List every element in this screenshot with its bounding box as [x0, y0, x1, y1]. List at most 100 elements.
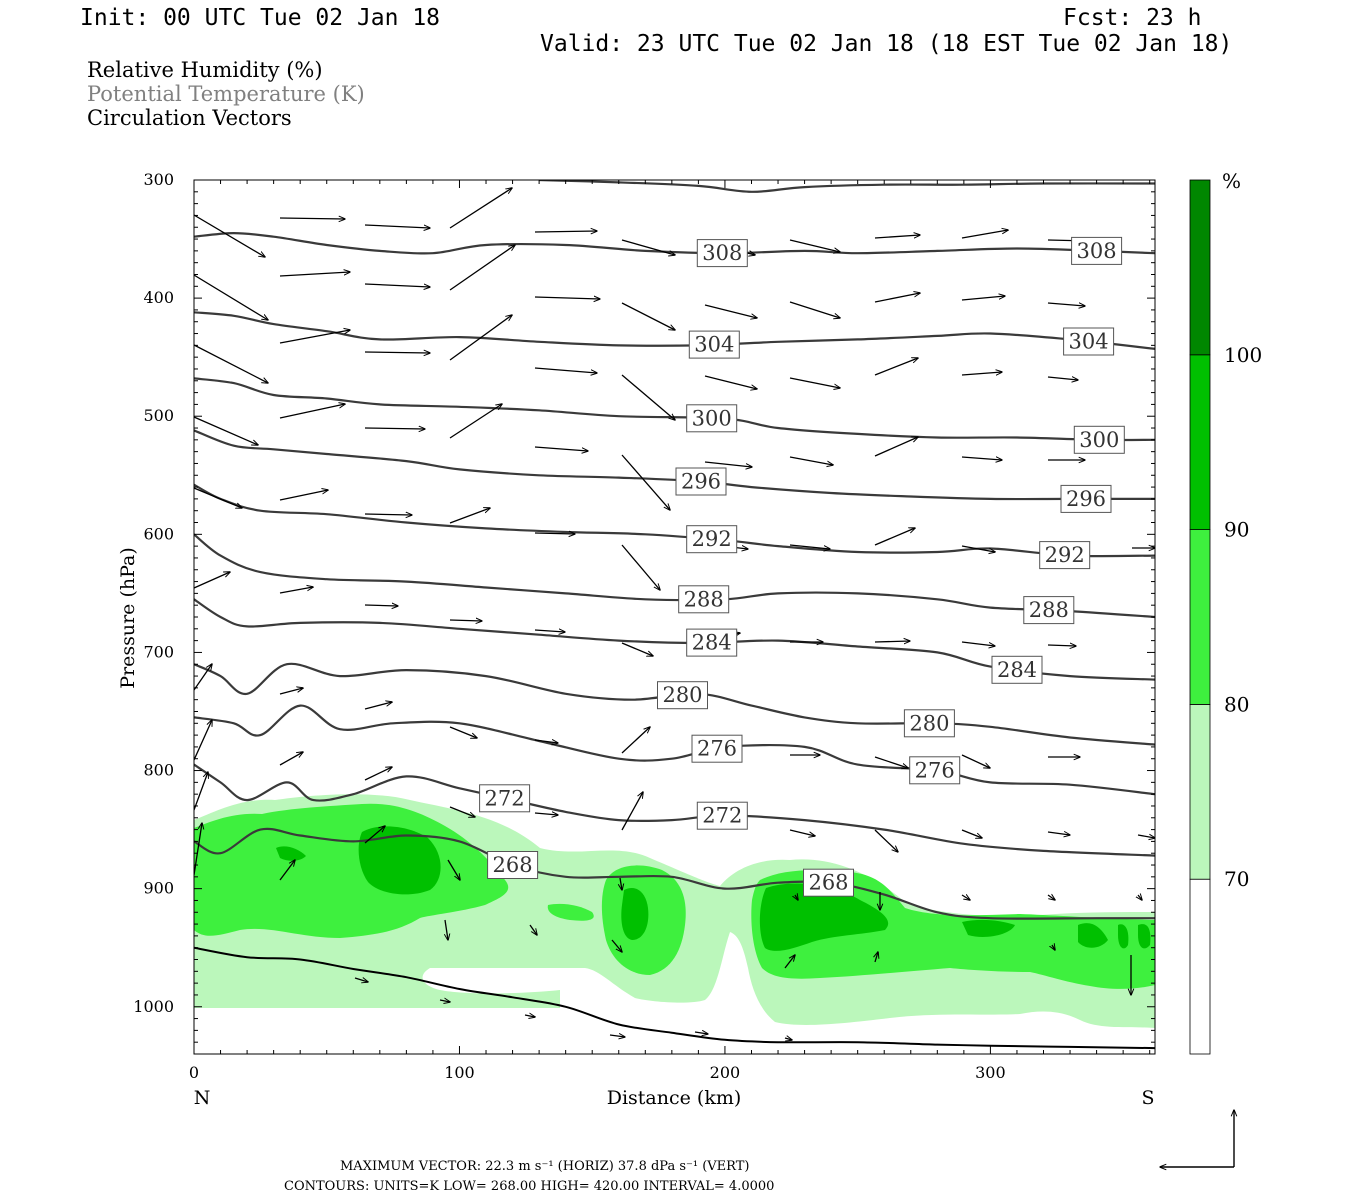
contour-label-box: [696, 239, 748, 268]
theta-contour-280: [194, 662, 1155, 746]
contour-label-box: [686, 628, 738, 657]
circulation-vector: [961, 457, 1002, 460]
circulation-vector: [609, 1035, 625, 1037]
circulation-vector: [621, 544, 660, 590]
theta-contour-276: [194, 704, 1155, 796]
circulation-vector: [364, 826, 385, 844]
contour-label-box: [903, 709, 955, 738]
circulation-vector: [534, 813, 558, 815]
circulation-vector: [961, 296, 1005, 301]
legend-vectors: Circulation Vectors: [87, 106, 292, 130]
circulation-vector: [534, 446, 588, 451]
circulation-vector: [529, 924, 537, 935]
contour-label-296: 296: [1066, 487, 1106, 511]
circulation-vector: [1047, 832, 1070, 835]
contour-label-288: 288: [684, 587, 724, 611]
circulation-vector: [194, 344, 268, 383]
circulation-vector: [1052, 945, 1055, 950]
circulation-vector: [449, 245, 515, 291]
colorbar-label: 80: [1224, 692, 1249, 716]
contour-label-box: [487, 851, 539, 879]
contour-label-box: [909, 756, 961, 785]
y-tick-label: 400: [143, 288, 174, 307]
circulation-vector: [449, 508, 490, 524]
circulation-vector: [449, 726, 477, 738]
potential-temperature-contours: [194, 180, 1155, 920]
contour-label-box: [991, 655, 1043, 684]
legend-theta: Potential Temperature (K): [87, 82, 365, 106]
y-tick-label: 1000: [133, 997, 174, 1016]
circulation-vector: [439, 1000, 450, 1002]
contour-label-268: 268: [808, 871, 848, 895]
circulation-vector: [874, 641, 910, 642]
theta-contour-288: [194, 533, 1155, 619]
circulation-vector: [364, 428, 425, 429]
contour-label-284: 284: [997, 658, 1037, 682]
contour-label-box: [686, 404, 738, 433]
legend-rh: Relative Humidity (%): [87, 58, 323, 82]
contour-label-300: 300: [692, 406, 732, 430]
theta-contour-312: [539, 180, 1155, 193]
circulation-vector: [1137, 835, 1155, 838]
circulation-vector: [789, 239, 840, 252]
circulation-vector: [784, 955, 795, 969]
x-tick-label: 200: [710, 1063, 741, 1082]
circulation-vector: [534, 231, 597, 232]
circulation-vector: [1047, 377, 1078, 380]
south-label: S: [1141, 1087, 1154, 1109]
circulation-vector: [279, 404, 345, 419]
theta-contour-284: [194, 598, 1155, 681]
circulation-vector: [961, 230, 1008, 239]
contour-label-280: 280: [662, 683, 702, 707]
circulation-vector: [534, 630, 565, 632]
circulation-vector: [194, 416, 258, 445]
circulation-vector: [1047, 895, 1055, 900]
contour-label-304: 304: [1069, 330, 1109, 354]
contour-label-box: [479, 784, 531, 813]
y-tick-label: 500: [143, 406, 174, 425]
x-axis: 0 100 200 300: [189, 180, 1151, 1082]
circulation-vector: [874, 756, 908, 768]
circulation-vector: [789, 544, 830, 549]
circulation-vector: [534, 367, 597, 373]
contour-label-284: 284: [692, 631, 732, 655]
circulation-vector: [961, 372, 1002, 375]
circulation-vector: [279, 752, 303, 766]
y-tick-label: 900: [143, 879, 174, 898]
contour-label-box: [1073, 425, 1125, 454]
colorbar-segment: [1189, 704, 1211, 880]
circulation-vector: [874, 293, 920, 303]
forecast-hour: Fcst: 23 h: [1063, 5, 1201, 31]
contour-labels: 268 268 272 272 276 276 280 280 284 284 288 288 292 2…: [479, 236, 1125, 897]
circulation-vector: [789, 456, 833, 465]
circulation-vector: [874, 358, 918, 376]
circulation-vector: [194, 572, 230, 589]
circulation-vector: [194, 823, 202, 876]
circulation-vector: [449, 315, 512, 361]
contour-label-280: 280: [909, 711, 949, 735]
circulation-vector: [874, 528, 915, 546]
y-axis: 300 400 500 600 700 800 900 1000: [133, 170, 1155, 1043]
y-tick-label: 700: [143, 642, 174, 661]
contour-label-308: 308: [1077, 239, 1117, 263]
circulation-vector: [1047, 645, 1076, 646]
circulation-vector: [534, 740, 558, 743]
x-tick-label: 300: [975, 1063, 1006, 1082]
contour-label-276: 276: [697, 737, 737, 761]
circulation-vector: [279, 490, 328, 501]
y-tick-label: 800: [143, 761, 174, 780]
circulation-vector: [194, 274, 268, 320]
circulation-vector: [704, 304, 757, 318]
contour-label-box: [691, 734, 743, 763]
contour-label-288: 288: [1029, 598, 1069, 622]
circulation-vector: [449, 404, 502, 439]
circulation-vector: [279, 860, 295, 881]
contour-label-292: 292: [1045, 543, 1085, 567]
circulation-vector: [784, 1038, 792, 1040]
y-tick-label: 600: [143, 524, 174, 543]
circulation-vector: [621, 642, 653, 656]
circulation-vector: [620, 877, 622, 890]
circulation-vector: [364, 352, 430, 353]
circulation-vector: [611, 939, 622, 952]
circulation-vector: [364, 283, 430, 287]
